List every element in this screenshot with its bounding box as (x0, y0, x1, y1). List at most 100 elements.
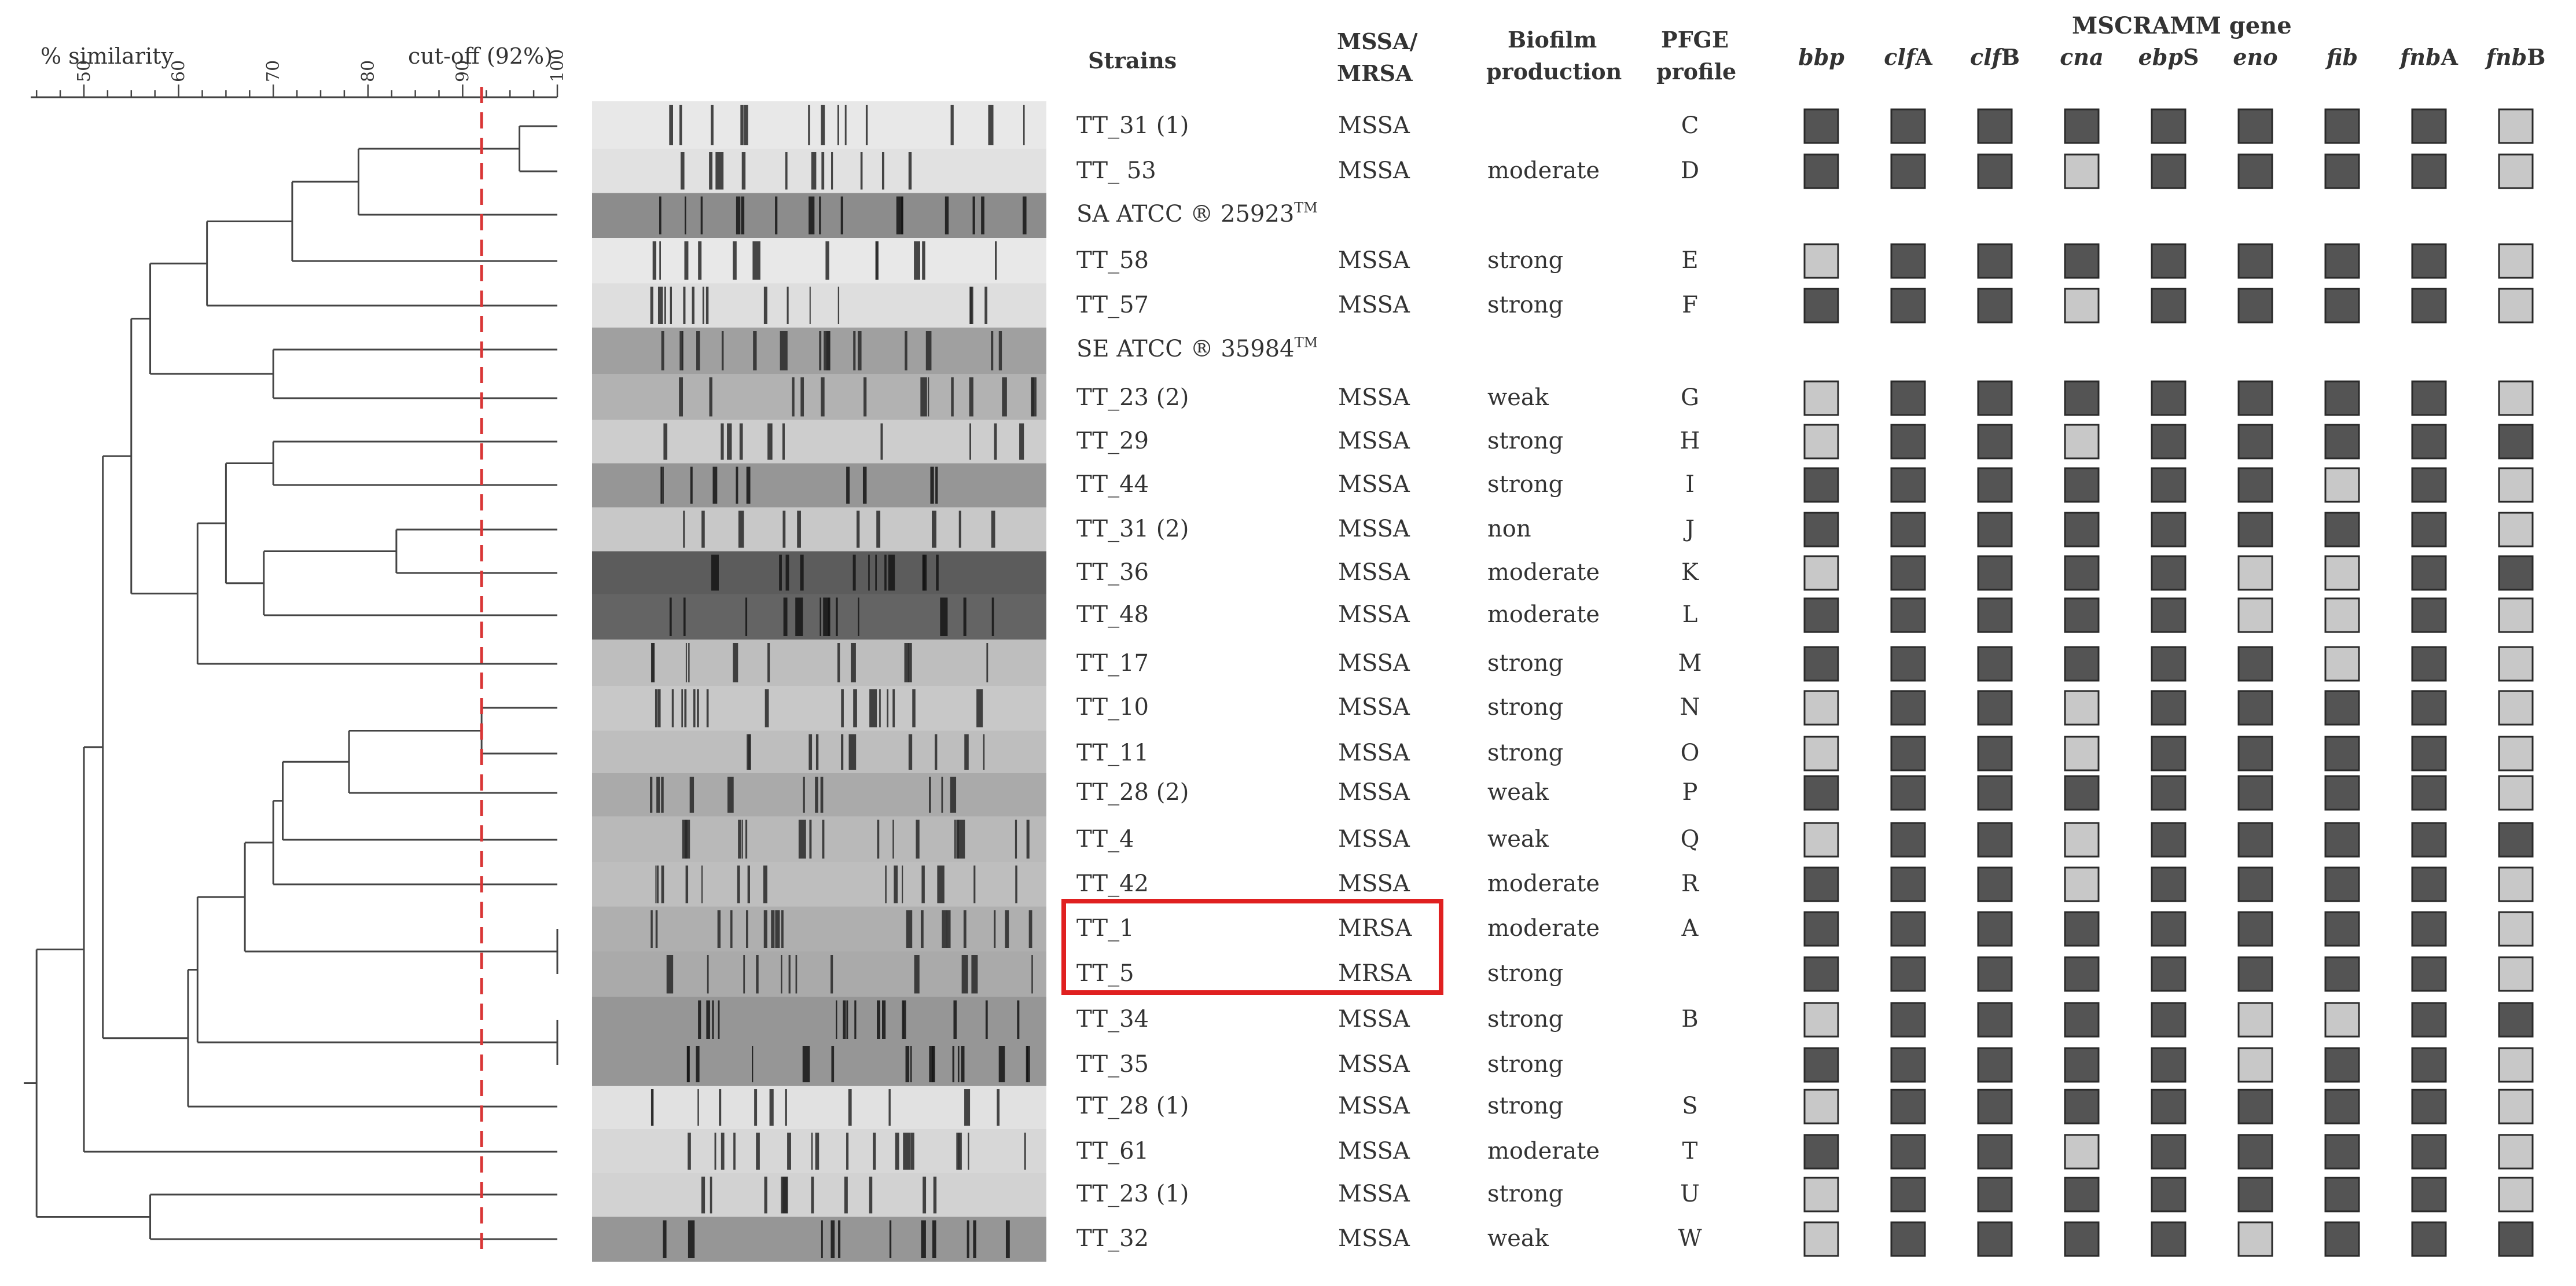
gel-band (669, 597, 672, 636)
gene-absent-cell (2064, 866, 2100, 902)
gel-band (741, 196, 745, 234)
gene-present-cell (2064, 911, 2100, 947)
gel-band (973, 1220, 976, 1258)
gel-band (837, 643, 840, 682)
gel-band (826, 331, 831, 370)
gel-band (697, 689, 699, 727)
gel-band (775, 910, 780, 948)
gene-absent-cell (2324, 555, 2360, 591)
gel-band (821, 1220, 823, 1258)
gel-band (657, 286, 663, 324)
gel-band (940, 597, 948, 636)
gel-band (787, 286, 789, 324)
strain-name: TT_42 (1076, 870, 1149, 897)
gene-present-cell (2151, 243, 2187, 279)
gel-band (709, 152, 713, 190)
resistance-type: MSSA (1338, 694, 1410, 721)
gel-band (905, 1046, 910, 1082)
gel-band (1005, 910, 1009, 948)
gel-band (958, 510, 961, 548)
biofilm-production: moderate (1487, 915, 1600, 942)
gene-absent-cell (2498, 911, 2534, 947)
gene-present-cell (1890, 775, 1926, 811)
gel-band (922, 241, 925, 280)
gel-band (809, 734, 813, 770)
gel-band (718, 1000, 720, 1039)
gel-band (721, 423, 724, 460)
resistance-type: MSSA (1338, 601, 1410, 628)
scale-tick-label: 90 (453, 60, 473, 82)
strain-name: TT_17 (1076, 650, 1149, 677)
gel-band (1002, 377, 1007, 417)
gene-present-cell (2237, 646, 2273, 682)
gene-present-cell (2324, 736, 2360, 771)
gel-band (714, 1133, 716, 1170)
gene-absent-cell (2237, 597, 2273, 633)
gel-band (683, 510, 685, 548)
pfge-profile: I (1685, 471, 1695, 498)
gel-band (1005, 1220, 1010, 1258)
gel-lane (592, 686, 1046, 731)
biofilm-production: strong (1487, 428, 1563, 454)
gel-band (680, 152, 685, 190)
gel-band (797, 510, 801, 548)
pfge-profile: O (1681, 740, 1700, 766)
gene-absent-cell (2498, 108, 2534, 144)
gel-band (775, 196, 778, 234)
gel-band (748, 734, 751, 770)
gel-band (964, 734, 969, 770)
strain-name: TT_29 (1076, 428, 1149, 454)
gel-band (902, 1000, 904, 1039)
gene-present-cell (2151, 288, 2187, 324)
strain-row: TT_31 (2) MSSA non J (1076, 512, 2534, 548)
resistance-type: MSSA (1338, 559, 1410, 586)
gel-band (865, 105, 868, 145)
gel-band (991, 331, 994, 370)
gel-band (688, 1220, 695, 1258)
gel-band (869, 1177, 873, 1214)
gene-present-cell (2324, 424, 2360, 460)
biofilm-production: moderate (1487, 601, 1600, 628)
gel-band (836, 1000, 837, 1039)
resistance-type: MSSA (1338, 740, 1410, 766)
gel-band (650, 286, 653, 324)
gene-present-cell (2237, 153, 2273, 189)
gene-present-cell (2324, 1089, 2360, 1125)
gel-band (779, 554, 782, 591)
gene-present-cell (2411, 775, 2447, 811)
gene-present-cell (2411, 243, 2447, 279)
gel-band (873, 1133, 876, 1170)
gene-present-cell (2151, 1134, 2187, 1170)
gel-band (894, 865, 898, 903)
cutoff-label: cut-off (92%) (408, 43, 553, 69)
gene-present-cell (2064, 380, 2100, 416)
gel-band (904, 643, 909, 682)
strain-row: TT_44 MSSA strong I (1076, 467, 2534, 503)
gel-band (953, 1000, 957, 1039)
gel-band (659, 196, 662, 234)
gel-lane (592, 507, 1046, 552)
biofilm-production: moderate (1487, 1138, 1600, 1164)
gene-header: bbp (1798, 44, 1844, 70)
strain-row: TT_32 MSSA weak W (1076, 1221, 2534, 1257)
gel-band (733, 241, 737, 280)
gene-headers: bbp clfA clfB cna ebpS eno fib fnbA fnbB (1798, 44, 2545, 70)
gel-band (688, 643, 690, 682)
gene-present-cell (2324, 911, 2360, 947)
gel-band (844, 105, 847, 145)
resistance-type: MSSA (1338, 1181, 1410, 1207)
header-strains: Strains (1088, 47, 1177, 74)
gel-band (787, 1133, 791, 1170)
gel-band (956, 820, 960, 859)
scale-label: % similarity (41, 43, 174, 69)
gel-band (935, 734, 938, 770)
gene-present-cell (2498, 424, 2534, 460)
gel-band (746, 466, 751, 504)
gel-band (841, 734, 844, 770)
gel-band (651, 910, 653, 948)
resistance-type: MSSA (1338, 826, 1410, 853)
strain-name: TT_1 (1076, 915, 1134, 942)
gene-present-cell (2151, 380, 2187, 416)
gel-band (837, 286, 840, 324)
gel-band (656, 777, 660, 813)
